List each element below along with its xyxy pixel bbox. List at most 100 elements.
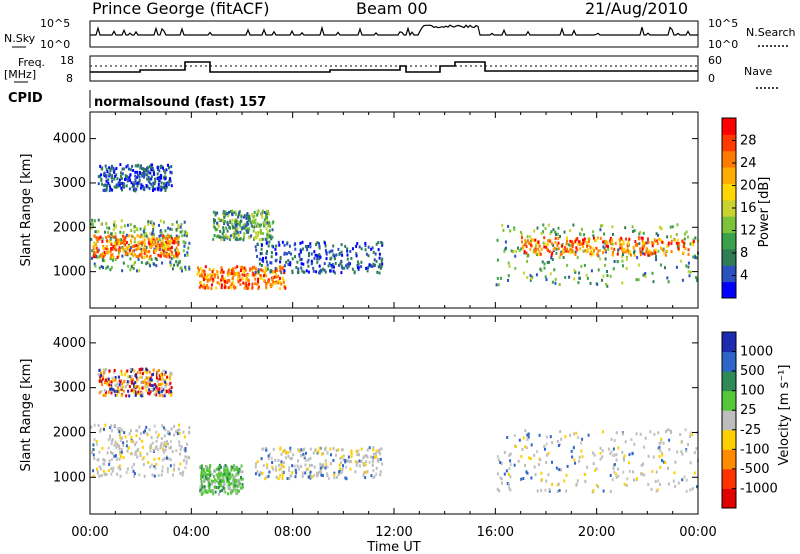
power-cell [267,212,270,216]
velocity-cell [222,486,225,490]
velocity-cell [163,450,166,454]
power-cell [231,277,234,281]
velocity-cell [324,459,327,463]
power-cell [332,253,335,257]
power-cell [569,247,572,251]
velocity-cell [161,458,164,462]
power-cell [253,210,256,214]
velocity-cell [171,450,174,454]
velocity-cell [289,474,292,478]
velocity-cell [222,465,225,469]
power-cell [148,242,151,246]
power-cell [534,249,537,252]
velocity-cell [116,382,119,386]
velocity-cell [229,475,232,479]
velocity-cell [266,463,268,467]
power-cell [299,249,302,253]
power-cell [625,250,628,254]
power-cell [607,247,610,251]
power-cell [170,165,173,169]
velocity-cell [110,467,113,471]
velocity-cell [274,458,277,462]
power-cell [116,255,119,259]
velocity-cell [142,430,145,434]
velocity-cell [665,430,667,433]
velocity-cell [119,467,122,471]
power-cell [612,251,614,255]
power-cell [630,253,632,257]
velocity-cell [599,457,602,461]
power-cell [175,234,178,238]
power-cell [508,264,511,268]
velocity-cell [188,426,191,430]
velocity-cell [168,388,171,392]
power-cell [166,237,169,241]
power-cell [201,285,204,289]
power-cell [108,226,111,230]
power-cell [121,269,124,273]
power-cell [684,247,687,250]
power-cell [271,283,274,287]
velocity-cell [628,469,631,473]
power-cell [245,275,248,279]
power-cell [140,167,143,171]
power-cell [535,273,538,277]
power-cell [234,272,237,276]
power-cell [105,184,108,188]
power-cell [212,210,215,214]
velocity-cell [98,391,101,395]
velocity-cell [134,450,137,454]
velocity-cell [147,391,150,395]
power-cell [140,242,143,246]
power-cell [558,283,561,287]
velocity-cell [557,444,560,447]
power-cell [237,213,240,217]
velocity-cell [377,459,380,463]
power-cell [102,255,105,259]
power-cell [287,259,290,263]
power-cell [176,255,179,259]
power-cell [593,236,595,240]
power-cell [196,272,199,276]
power-cell [216,227,219,231]
velocity-cell [204,489,207,493]
power-cell [138,253,141,257]
velocity-cell [205,490,208,494]
velocity-cell [108,379,111,383]
velocity-cell [147,379,150,383]
power-cell [184,268,187,272]
velocity-cell [234,486,237,490]
velocity-cell [309,456,312,460]
power-cell [168,166,170,170]
velocity-cell [233,468,236,472]
power-cell [149,232,152,236]
power-cell [164,236,167,240]
velocity-cell [119,436,122,440]
velocity-cell [155,393,158,397]
velocity-cell [160,390,163,394]
power-cell [695,276,698,279]
power-cell [247,214,250,218]
velocity-cell [680,450,683,454]
velocity-frame [89,315,699,515]
velocity-cell [141,376,144,379]
power-cell [160,181,163,185]
power-cell [692,238,695,242]
power-cell [238,237,241,241]
power-cell [135,255,138,259]
velocity-cell [108,462,111,466]
power-cell [605,244,608,248]
velocity-cell [163,394,166,398]
power-cell [234,221,237,224]
velocity-cell [148,388,151,392]
velocity-cell [115,445,118,449]
power-cell [241,226,244,230]
velocity-cell [695,447,698,451]
velocity-cell [136,455,139,459]
power-cell [301,269,304,273]
velocity-cell [114,383,117,387]
power-cell [606,284,609,288]
velocity-cell [155,445,158,449]
power-cell [638,242,641,246]
